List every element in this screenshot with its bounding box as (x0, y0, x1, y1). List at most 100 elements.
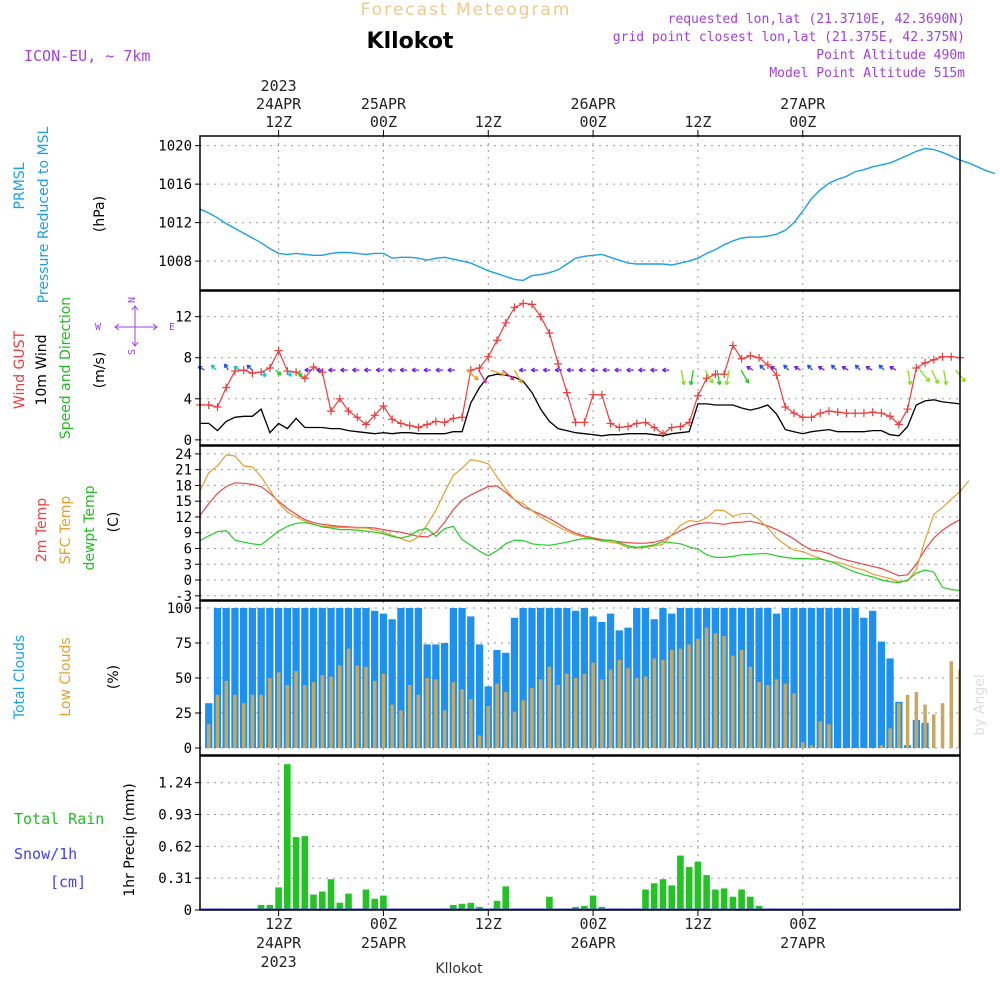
y-tick-label: 0.93 (158, 808, 192, 824)
wind-direction-arrow (554, 367, 563, 373)
wind-direction-arrow (210, 364, 217, 371)
wind-direction-arrow (340, 367, 348, 373)
time-label-bottom: 12Z (684, 915, 711, 933)
rain-bar (336, 902, 344, 910)
time-label-bottom: 26APR (571, 934, 617, 952)
low-cloud-bar (338, 665, 342, 748)
low-cloud-bar (739, 650, 744, 748)
gust-point (894, 420, 903, 429)
panel-frame (199, 290, 961, 446)
wind-direction-arrow (806, 364, 813, 371)
precip-labels: Total Rain Snow/1h [cm] 1hr Precip (mm) (14, 783, 138, 896)
low-cloud-bar (399, 710, 403, 748)
low-cloud-bar (940, 703, 945, 748)
gust-point (650, 423, 659, 432)
y-tick-label: 12 (175, 310, 192, 326)
low-cloud-bar (442, 710, 447, 748)
total-cloud-bar (458, 608, 466, 748)
low-cloud-bar (914, 692, 919, 748)
wind-direction-arrow (841, 365, 849, 371)
gust-point (213, 403, 222, 412)
gust-point (571, 418, 580, 427)
gust-point (658, 429, 667, 438)
time-label-top: 24APR (256, 95, 302, 113)
total-cloud-bar (510, 617, 519, 748)
wind-direction-arrow (435, 367, 443, 373)
low-cloud-bar (652, 658, 656, 748)
gust-point (501, 318, 510, 327)
gust-line (200, 302, 961, 435)
wind-direction-arrow (680, 369, 686, 386)
total-cloud-bar (283, 608, 291, 748)
gust-point (597, 390, 606, 399)
wind-direction-arrow (399, 367, 408, 373)
wind-direction-arrow (878, 364, 885, 371)
y-tick-label: 8 (184, 351, 192, 367)
gridpoint-coords: grid point closest lon,lat (21.375E, 42.… (613, 30, 965, 45)
y-tick-label: 0 (184, 903, 192, 919)
time-label-top: 27APR (780, 95, 826, 113)
pressure-labels: PRMSL Pressure Reduced to MSL (hPa) (12, 126, 108, 303)
gust-point (283, 367, 292, 376)
wind-direction-arrow (770, 365, 778, 371)
low-cloud-bar (233, 694, 237, 748)
gust-point (353, 413, 362, 422)
rain-bar (642, 889, 649, 910)
total-rain-label: Total Rain (14, 810, 104, 828)
wind-direction-arrow (375, 367, 384, 373)
rain-bar (502, 886, 509, 910)
gust-point (615, 423, 624, 432)
y-tick-label: 75 (175, 636, 192, 652)
gust-point (720, 370, 729, 379)
time-label-bottom: 24APR (256, 934, 302, 952)
wind-direction-arrow (662, 367, 670, 373)
total-cloud-bar (764, 608, 772, 748)
total-cloud-bar (825, 608, 833, 748)
wind-direction-arrow (650, 367, 658, 373)
low-cloud-bar (905, 694, 910, 748)
rain-bar (257, 904, 265, 910)
low-cloud-bar (521, 700, 525, 748)
rain-bar (738, 889, 745, 910)
total-cloud-bar (869, 610, 877, 748)
time-label-top: 12Z (265, 113, 292, 131)
low-cloud-bar (573, 678, 578, 748)
gust-point (833, 408, 842, 417)
rain-bar (450, 904, 457, 910)
compass-rose: N S W E (95, 297, 175, 355)
y-tick-label: 1020 (158, 139, 192, 155)
gust-point (816, 409, 825, 418)
total-cloud-bar (467, 616, 475, 748)
low-cloud-bar (591, 662, 595, 748)
low-cloud-bar (460, 689, 464, 748)
frame-layer (199, 135, 961, 911)
y-tick-label: 21 (175, 463, 192, 479)
low-cloud-bar (416, 694, 421, 748)
gust-point (912, 364, 921, 372)
gust-point (449, 414, 458, 423)
gust-point (798, 413, 807, 422)
total-cloud-bar (449, 608, 457, 748)
gust-point (807, 413, 816, 422)
panel-frame (199, 445, 961, 601)
wind-direction-arrow (614, 367, 622, 373)
pressure-unit: (hPa) (92, 196, 108, 232)
low-clouds-label: Low Clouds (58, 637, 74, 716)
low-cloud-bar (530, 687, 534, 748)
time-label-bottom: 12Z (265, 915, 292, 933)
gust-point (484, 352, 493, 361)
compass-s: S (127, 349, 138, 355)
total-cloud-bar (309, 608, 318, 748)
total-cloud-bar (222, 608, 230, 748)
dewpt-label: dewpt Temp (82, 485, 98, 570)
rain-bar (703, 875, 710, 910)
gust-point (510, 303, 519, 312)
total-cloud-bar (397, 608, 405, 748)
low-cloud-bar (486, 706, 490, 748)
y-tick-label: 0 (184, 433, 192, 449)
plot-layer (196, 147, 996, 910)
gust-point (545, 329, 554, 338)
low-cloud-bar (617, 659, 622, 748)
total-cloud-bar (240, 608, 248, 748)
low-cloud-bar (207, 724, 211, 748)
